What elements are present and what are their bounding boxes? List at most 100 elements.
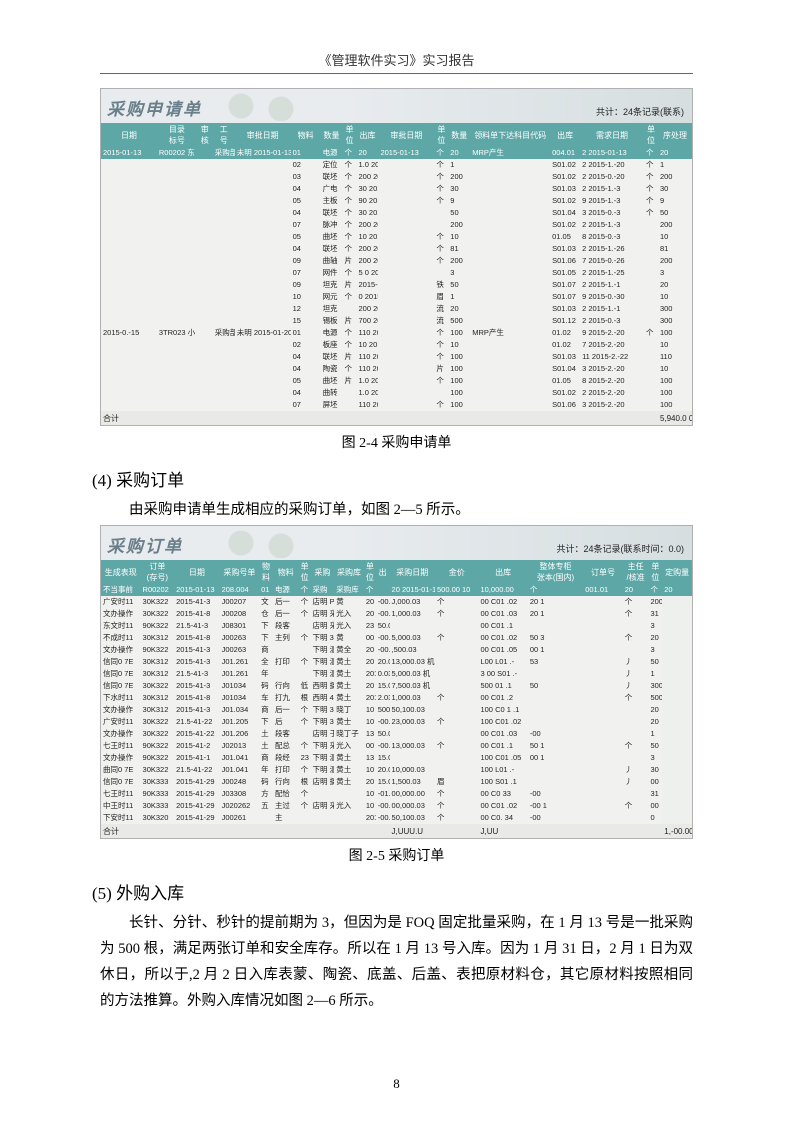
- table-cell: 04: [291, 207, 321, 219]
- table-row[interactable]: 下水时1130K3122015-41-8J01034车打九根西明 4 15云黄土…: [101, 692, 692, 704]
- table-row[interactable]: 04曲转1.0 2015-2.-20100S01.022 2015-2.-201…: [101, 387, 692, 399]
- table-cell: 个: [644, 147, 658, 159]
- table-row[interactable]: 下安时1130K3202015-41-29J00261 主 2015-C2 C2…: [101, 812, 692, 824]
- table-cell: [213, 159, 235, 171]
- table-cell: J08301: [220, 620, 260, 632]
- table-cell: 00,000.03: [390, 800, 435, 812]
- table-row[interactable]: 04联坯片110 2015-26-22个100S01.0311 2015-2.-…: [101, 351, 692, 363]
- table-row[interactable]: 12坦克200 2015-0.-26流20S01.032 2015-1.-130…: [101, 303, 692, 315]
- table-row[interactable]: 东文时1190K32221.5-41-3J08301下段客店明 采明光入23 2…: [101, 620, 692, 632]
- table-row[interactable]: 04联坯个30 2015-0.-350S01.043 2015-0.-3个50: [101, 207, 692, 219]
- table-row[interactable]: 信同0 7E30K3222015-41-3J01034码行向低西明 摄系黄土20…: [101, 680, 692, 692]
- table-cell: J01034: [220, 692, 260, 704]
- table-cell: [101, 243, 157, 255]
- table-row[interactable]: 文办操作30K3222015-41-8J00208仓后一个店明 采明光入20 2…: [101, 608, 692, 620]
- column-header: 出库: [550, 123, 580, 147]
- table-cell: 黄: [334, 596, 364, 608]
- table-cell: [644, 231, 658, 243]
- table-cell: 片: [343, 255, 357, 267]
- table-cell: 个: [299, 608, 311, 620]
- table-cell: S01.04: [550, 207, 580, 219]
- table-cell: 1: [448, 159, 470, 171]
- table-cell: [378, 255, 434, 267]
- table-cell: 下: [259, 632, 273, 644]
- table-row[interactable]: 04联坯个200 2015-0.-26个81S01.032 2015-1.-26…: [101, 243, 692, 255]
- table-cell: [378, 219, 434, 231]
- table-cell: 2 2015-1.-25: [580, 267, 644, 279]
- table-row[interactable]: 05曲坯片1.0 2015-0.-20个10001.058 2015-2.-20…: [101, 375, 692, 387]
- table-row[interactable]: 不成时1130K3122015-41-8J00263下主列个下明 3 15云黄0…: [101, 632, 692, 644]
- table-cell: 2015-41-29: [174, 788, 219, 800]
- table-row[interactable]: 信同0 7E30K3332015-41-29J00248码行向根店明 摄系黄土2…: [101, 776, 692, 788]
- table-row[interactable]: 不当事前R002022015-01-13208.00401电源个采购采购库个20…: [101, 584, 692, 596]
- table-cell: [378, 231, 434, 243]
- table-row[interactable]: 广安时1130K32221.5-41-22J01.205下后 个下明 3 15月…: [101, 716, 692, 728]
- table-cell: 黄土: [334, 752, 364, 764]
- table-row[interactable]: 七王时1190K3222015-41-2J02013土配总个下明 采明光入00 …: [101, 740, 692, 752]
- table-row[interactable]: 02定位个1.0 2015-01.-20个1S01.022 2015-1.-20…: [101, 159, 692, 171]
- table-cell: [235, 387, 291, 399]
- table-cell: [197, 327, 213, 339]
- table-cell: 00 C0 33: [478, 788, 527, 800]
- table-cell: [197, 303, 213, 315]
- table-row[interactable]: 15锡板片700 2015-0.-13流500S01.122 2015-0.-3…: [101, 315, 692, 327]
- table-cell: 10 2015-C2 C2: [364, 800, 376, 812]
- table-row[interactable]: 信同0 7E30K31221.5-41-3J01.261年下明 温店黄土2015…: [101, 668, 692, 680]
- table-row[interactable]: 曲同0 7E30K32221.5-41-22J01.041年打印个下明 温店黄土…: [101, 764, 692, 776]
- table-cell: [528, 716, 583, 728]
- table-row[interactable]: 2015-01-13R00202 东采购部未明 2015-01-1301电源个2…: [101, 147, 692, 159]
- table-cell: [378, 327, 434, 339]
- table-cell: 8 2015-2.-20: [580, 375, 644, 387]
- table-row[interactable]: 07屏坯110 2015-0.-20个100S01.063 2015-2.-20…: [101, 399, 692, 411]
- table-cell: [101, 219, 157, 231]
- table-row[interactable]: 广安时1130K3222015-41-3J00207文后一个店明 P15云黄20…: [101, 596, 692, 608]
- table-cell: [470, 279, 550, 291]
- table-cell: 300: [648, 680, 662, 692]
- table-cell: 20 2015-01-13: [364, 608, 376, 620]
- table-cell: 片: [343, 351, 357, 363]
- table-row[interactable]: 2015-0.-153TR023 小采购部未明 2015-01-2001电源个1…: [101, 327, 692, 339]
- table-cell: 个: [644, 159, 658, 171]
- table-row[interactable]: 文办操作30K3122015-41-3J01.034商后一个下明 3 15月晓丁…: [101, 704, 692, 716]
- table-row[interactable]: 04陶瓷个110 2015-26-20片100S01.043 2015-2.-2…: [101, 363, 692, 375]
- table-cell: [157, 159, 197, 171]
- table-cell: 02: [291, 159, 321, 171]
- table-cell: [644, 351, 658, 363]
- table-cell: S01.03: [550, 303, 580, 315]
- table-row[interactable]: 七王时1190K3332015-41-29J03308方配恰个10 2015-C…: [101, 788, 692, 800]
- table-cell: 1: [658, 159, 692, 171]
- table-row[interactable]: 02板座个10 2015-0.-20个1001.027 2015-2.-2010: [101, 339, 692, 351]
- table-cell: 500 01 .1: [478, 680, 527, 692]
- table-row[interactable]: 10网元个0 2015-0.-26眉1S01.079 2015-0.-3010: [101, 291, 692, 303]
- table-row[interactable]: 04广电个30 2015-1.-3个30S01.032 2015-1.-3个30: [101, 183, 692, 195]
- table-cell: 眉: [434, 291, 448, 303]
- table-row[interactable]: 07脉冲个200 2015-0.-3200S01.022 2015-1.-320…: [101, 219, 692, 231]
- table-cell: 后一: [273, 608, 299, 620]
- panel2-titlebar: 采购订单 共计：24条记录(联系时间：0.0): [101, 526, 692, 560]
- table-cell: [197, 231, 213, 243]
- table-row[interactable]: 05曲坯个10 2015-0.-3个1001.058 2015-0.-310: [101, 231, 692, 243]
- table-row[interactable]: 05主板个90 2015-0.-3个9S01.029 2015-1.-3个9: [101, 195, 692, 207]
- table-cell: [583, 716, 623, 728]
- deco-icon: [221, 91, 311, 121]
- table-cell: [378, 183, 434, 195]
- table-row[interactable]: 09曲轴片200 2015-0.-26个200S01.067 2015-0.-2…: [101, 255, 692, 267]
- table-cell: 光入: [334, 620, 364, 632]
- table-cell: 2015-41-29: [174, 776, 219, 788]
- column-header: 序处理: [658, 123, 692, 147]
- table-row[interactable]: 文办操作90K3222015-41-1J01.041商段经23下明 温店黄土13…: [101, 752, 692, 764]
- table-row[interactable]: 03联坯个200 2015-0.-20个200S01.022 2015-0.-2…: [101, 171, 692, 183]
- table-cell: S01.07: [550, 279, 580, 291]
- table-row[interactable]: 中王时1130K3332015-41-29J020262五主过个店明 采明光入1…: [101, 800, 692, 812]
- table-cell: [273, 668, 299, 680]
- table-cell: 根: [299, 692, 311, 704]
- table-footer-cell: [583, 824, 623, 838]
- table-row[interactable]: 文办操作30K3222015-41-22J01.206土段客店明 于明晓丁子13…: [101, 728, 692, 740]
- purchase-order-panel: 采购订单 共计：24条记录(联系时间：0.0) 生成表现订单(存号)日期采购号单…: [100, 525, 693, 839]
- table-row[interactable]: 09坦克片2015-0.-3铁50S01.072 2015-1.-120: [101, 279, 692, 291]
- table-row[interactable]: 文办操作90K3222015-41-3J00263商 下明 温店黄全20 201…: [101, 644, 692, 656]
- table-row[interactable]: 信同0 7E30K3122015-41-3J01.261全打印个下明 温店黄土2…: [101, 656, 692, 668]
- table-row[interactable]: 07网件个5 0 2015-0.-263S01.052 2015-1.-253: [101, 267, 692, 279]
- table-cell: [157, 351, 197, 363]
- table-cell: 04: [291, 243, 321, 255]
